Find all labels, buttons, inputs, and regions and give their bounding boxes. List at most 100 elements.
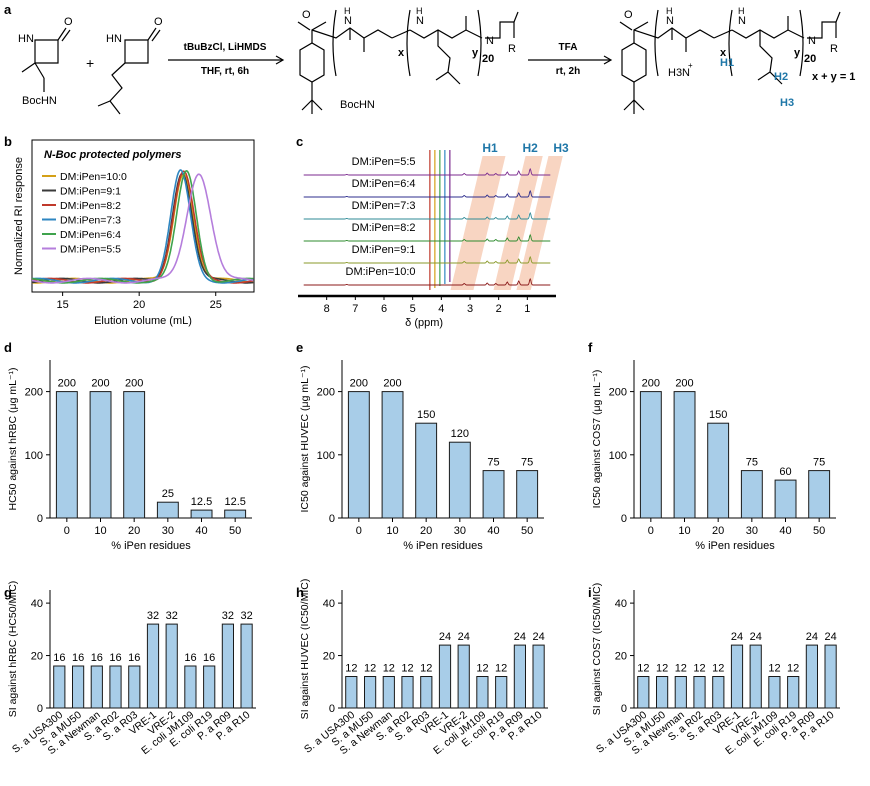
bar-value-label: 120 [451,428,469,440]
bar-5 [438,644,452,709]
y-tick-label: 100 [317,450,335,462]
y-label: HC50 against hRBC (μg mL⁻¹) [7,368,19,511]
y-tick-label: 20 [323,651,335,663]
bar-9 [805,644,818,709]
x-tick-label: 40 [779,525,791,537]
nmr-series-label: DM:iPen=10:0 [346,266,416,278]
nmr-series-label: DM:iPen=8:2 [352,222,416,234]
y-label: SI against hRBC (HC50/MIC) [7,581,19,718]
x-tick-label: 30 [746,525,758,537]
bar-0 [639,391,662,519]
nmr-x-tick-label: 4 [438,303,444,315]
bar-8 [203,665,216,709]
deprotected-polymer-amine-charge: + [688,61,693,70]
gpc-x-tick-label: 25 [210,299,222,311]
deprotected-polymer-y-label: y [794,47,801,59]
bar-value-label: 24 [458,631,470,643]
monomer1-o-label: O [64,16,73,28]
bar-0 [347,391,370,519]
monomer-1: HN O BocHN [18,16,73,107]
bar-10 [240,623,253,709]
bar-1 [381,391,404,519]
bar-10 [532,644,545,709]
bar-value-label: 60 [779,466,791,478]
bar-value-label: 16 [203,652,215,664]
nmr-peak-label-h3: H3 [553,141,569,155]
bar-value-label: 16 [53,652,65,664]
plus-sign: + [86,55,94,71]
bar-5 [146,623,160,709]
nmr-spectrum-2 [303,211,551,220]
step1-reagents-top: tBuBzCl, LiHMDS [184,42,267,53]
deprotected-polymer-n-label-2: N [738,15,746,27]
bar-value-label: 150 [709,409,727,421]
gpc-title: N-Boc protected polymers [44,149,182,161]
bar-3 [693,676,706,709]
bar-3 [448,441,471,519]
bar-value-label: 12 [768,663,780,675]
gpc-legend-label: DM:iPen=5:5 [60,244,121,256]
bar-9 [221,623,235,709]
gpc-legend-label: DM:iPen=8:2 [60,200,121,212]
gpc-x-tick-label: 20 [133,299,145,311]
bar-value-label: 24 [533,631,545,643]
bar-9 [513,644,526,709]
bar-7 [768,676,781,709]
h3-label: H3 [780,97,794,109]
bar-value-label: 16 [184,652,196,664]
panel-label-c: c [296,134,303,149]
protected-polymer-h-label-2: H [416,6,423,16]
gpc-trace-5 [31,173,254,284]
bar-value-label: 12 [712,663,724,675]
monomer-2: HN O [97,16,163,115]
bar-value-label: 24 [439,631,451,643]
y-label: SI against COS7 (IC50/MIC) [591,583,603,715]
nmr-x-tick-label: 6 [381,303,387,315]
bar-value-label: 16 [109,652,121,664]
deprotected-polymer-n-label-1: N [666,15,674,27]
x-tick-label: 30 [454,525,466,537]
x-tick-label: 10 [94,525,106,537]
monomer1-boc-label: BocHN [22,95,57,107]
y-label: IC50 against COS7 (μg mL⁻¹) [591,370,603,509]
y-tick-label: 40 [615,598,627,610]
protected-polymer-r-label: R [508,43,516,55]
gpc-legend-label: DM:iPen=9:1 [60,186,121,198]
y-tick-label: 20 [615,651,627,663]
bar-3 [401,676,414,709]
step2-reagents-top: TFA [559,42,578,53]
bar-value-label: 12 [787,663,799,675]
gpc-x-label: Elution volume (mL) [94,315,192,327]
bar-8 [787,676,800,709]
ic50-cos7-chart: 0 100 200 200 0 200 10 150 20 75 30 60 40 75 50 % iPen … [591,360,836,552]
bar-value-label: 200 [91,378,109,390]
bar-value-label: 32 [222,610,234,622]
x-label: % iPen residues [111,540,191,552]
bar-0 [55,391,78,519]
bar-value-label: 12 [383,663,395,675]
panel-label-g: g [4,585,12,600]
reaction-arrow-2-head [603,55,613,65]
bar-value-label: 24 [731,631,743,643]
panel-label-h: h [296,585,304,600]
x-tick-label: 0 [648,525,654,537]
bar-2 [707,422,730,519]
protected-polymer-n-end-label: N [486,35,494,47]
h2-label: H2 [774,71,788,83]
protected-polymer-n-label-1: N [344,15,352,27]
protected-polymer-x-label: x [398,47,405,59]
bar-4 [712,676,725,709]
bar-4 [190,509,213,519]
nmr-x-label: δ (ppm) [405,317,443,329]
x-tick-label: 10 [386,525,398,537]
step1-reagents-bottom: THF, rt, 6h [201,66,249,77]
bar-5 [730,644,744,709]
nmr-x-tick-label: 3 [467,303,473,315]
bar-value-label: 24 [825,631,837,643]
bar-7 [184,665,197,709]
y-tick-label: 40 [323,598,335,610]
bar-5 [808,470,831,519]
panel-label-f: f [588,340,593,355]
bar-4 [482,470,505,519]
